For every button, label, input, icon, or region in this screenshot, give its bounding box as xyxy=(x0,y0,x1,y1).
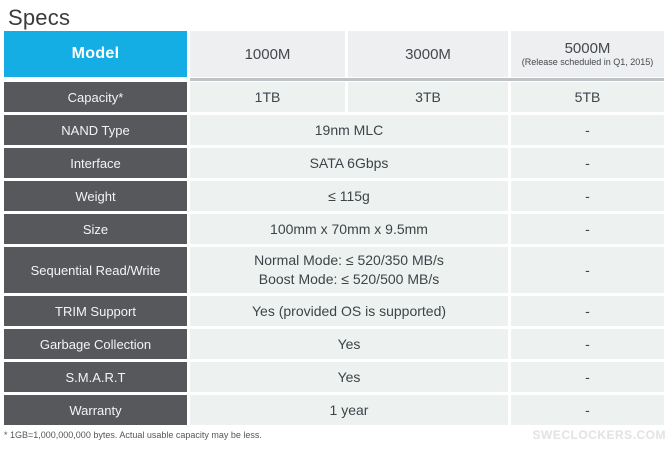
spec-row-sequential-read-write: Sequential Read/Write Normal Mode: ≤ 520… xyxy=(4,247,664,293)
warranty-5000m-cell: - xyxy=(511,395,664,425)
smart-value-cell: Yes xyxy=(190,362,508,392)
sequential-5000m-cell: - xyxy=(511,247,664,293)
capacity-1000m-cell: 1TB xyxy=(190,82,345,112)
row-label: TRIM Support xyxy=(4,296,187,326)
spec-row-trim-support: TRIM Support Yes (provided OS is support… xyxy=(4,296,664,326)
row-label: Capacity* xyxy=(4,82,187,112)
column-header-3000m-label: 3000M xyxy=(405,45,451,63)
column-header-5000m: 5000M (Release scheduled in Q1, 2015) xyxy=(511,31,664,77)
size-value-cell: 100mm x 70mm x 9.5mm xyxy=(190,214,508,244)
interface-value-cell: SATA 6Gbps xyxy=(190,148,508,178)
capacity-5000m-cell: 5TB xyxy=(511,82,664,112)
model-header-cell: Model xyxy=(4,31,187,77)
spec-row-size: Size 100mm x 70mm x 9.5mm - xyxy=(4,214,664,244)
capacity-3000m-cell: 3TB xyxy=(348,82,508,112)
size-5000m-cell: - xyxy=(511,214,664,244)
column-header-3000m: 3000M xyxy=(348,31,508,77)
spec-row-nand-type: NAND Type 19nm MLC - xyxy=(4,115,664,145)
column-header-1000m: 1000M xyxy=(190,31,345,77)
row-label: Warranty xyxy=(4,395,187,425)
header-divider xyxy=(4,78,664,81)
weight-5000m-cell: - xyxy=(511,181,664,211)
row-label: Sequential Read/Write xyxy=(4,247,187,293)
sweclockers-watermark: SWECLOCKERS.COM xyxy=(532,428,666,442)
spec-row-warranty: Warranty 1 year - xyxy=(4,395,664,425)
row-label: Interface xyxy=(4,148,187,178)
sequential-boost-mode: Boost Mode: ≤ 520/500 MB/s xyxy=(258,271,440,287)
warranty-value-cell: 1 year xyxy=(190,395,508,425)
header-divider-line xyxy=(190,78,664,81)
trim-value-cell: Yes (provided OS is supported) xyxy=(190,296,508,326)
sequential-normal-mode: Normal Mode: ≤ 520/350 MB/s xyxy=(254,252,444,269)
column-header-5000m-label: 5000M xyxy=(564,40,611,58)
capacity-footnote: * 1GB=1,000,000,000 bytes. Actual usable… xyxy=(4,430,262,440)
garbage-collection-value-cell: Yes xyxy=(190,329,508,359)
interface-5000m-cell: - xyxy=(511,148,664,178)
nand-type-value-cell: 19nm MLC xyxy=(190,115,508,145)
row-label: NAND Type xyxy=(4,115,187,145)
page-title: Specs xyxy=(8,5,71,30)
header-divider-spacer xyxy=(4,78,190,81)
sequential-value-cell: Normal Mode: ≤ 520/350 MB/s Boost Mode: … xyxy=(190,247,508,293)
spec-row-capacity: Capacity* 1TB 3TB 5TB xyxy=(4,82,664,112)
row-label: Garbage Collection xyxy=(4,329,187,359)
spec-row-garbage-collection: Garbage Collection Yes - xyxy=(4,329,664,359)
table-header-row: Model 1000M 3000M 5000M (Release schedul… xyxy=(4,31,664,77)
spec-row-interface: Interface SATA 6Gbps - xyxy=(4,148,664,178)
spec-row-weight: Weight ≤ 115g - xyxy=(4,181,664,211)
spec-table: Model 1000M 3000M 5000M (Release schedul… xyxy=(4,31,664,425)
row-label: S.M.A.R.T xyxy=(4,362,187,392)
weight-value-cell: ≤ 115g xyxy=(190,181,508,211)
spec-row-smart: S.M.A.R.T Yes - xyxy=(4,362,664,392)
column-header-1000m-label: 1000M xyxy=(244,45,291,63)
nand-type-5000m-cell: - xyxy=(511,115,664,145)
smart-5000m-cell: - xyxy=(511,362,664,392)
trim-5000m-cell: - xyxy=(511,296,664,326)
footer: * 1GB=1,000,000,000 bytes. Actual usable… xyxy=(4,428,666,442)
column-header-5000m-note: (Release scheduled in Q1, 2015) xyxy=(521,57,654,68)
row-label: Size xyxy=(4,214,187,244)
row-label: Weight xyxy=(4,181,187,211)
garbage-collection-5000m-cell: - xyxy=(511,329,664,359)
